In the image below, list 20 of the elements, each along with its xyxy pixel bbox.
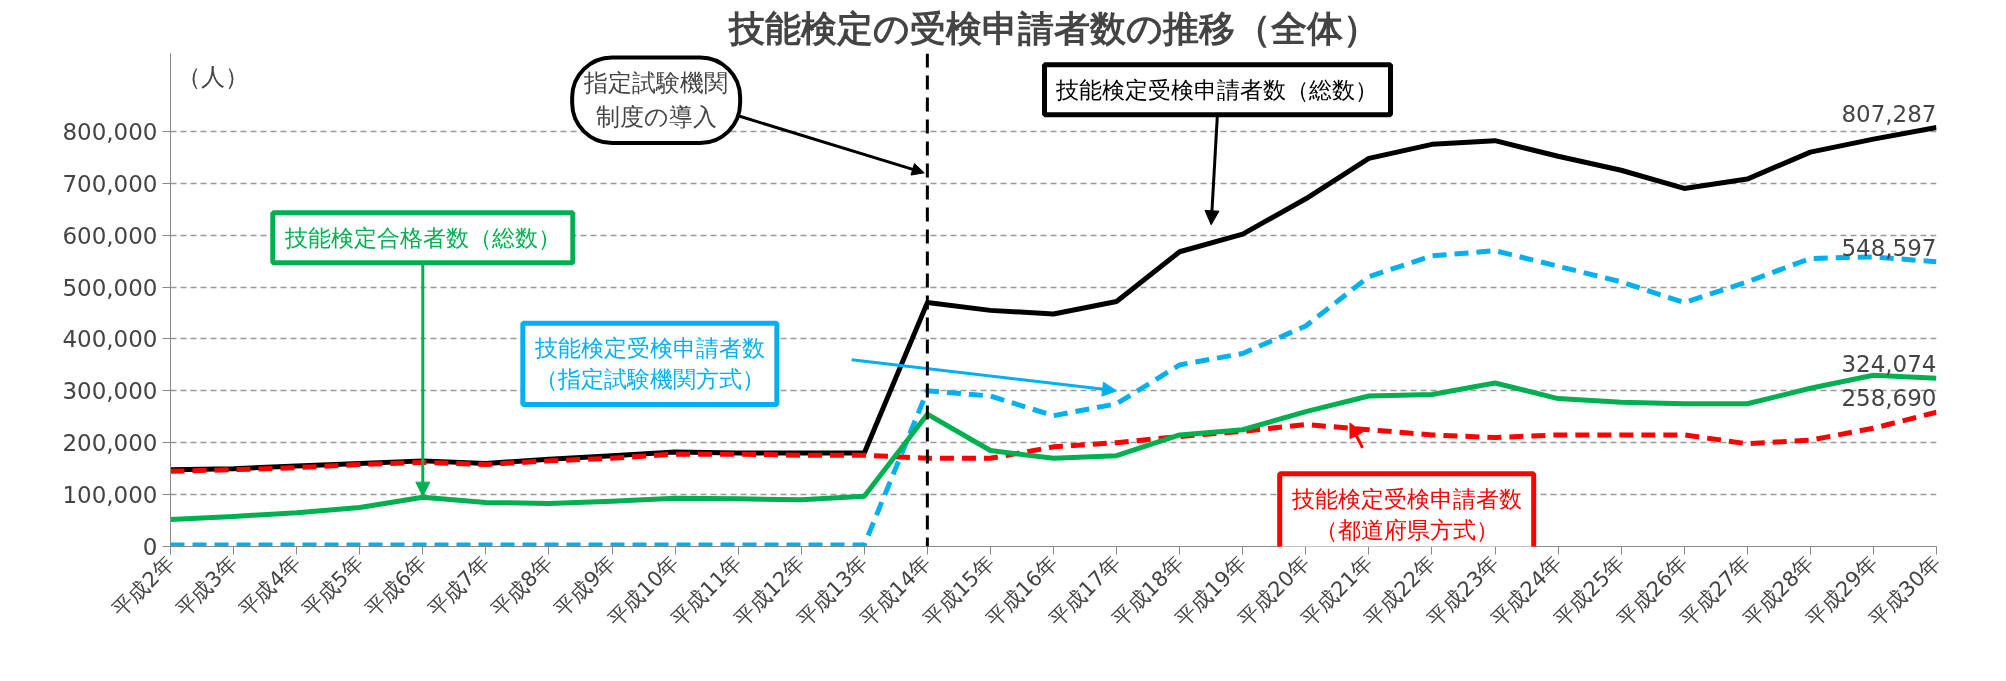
chart-title: 技能検定の受検申請者数の推移（全体） bbox=[726, 7, 1379, 49]
y-tick-label: 800,000 bbox=[62, 118, 158, 145]
data-label: 258,690 bbox=[1841, 385, 1937, 412]
text: 技能検定受検申請者数（指定試験機関方式） bbox=[533, 335, 765, 393]
text: 技能検定受検申請者数（総数） bbox=[1055, 76, 1379, 103]
y-tick-label: 0 bbox=[142, 534, 158, 560]
y-tick-label: 100,000 bbox=[62, 482, 158, 509]
y-tick-label: 200,000 bbox=[62, 430, 158, 457]
y-tick-label: 300,000 bbox=[62, 378, 158, 405]
y-tick-label: 400,000 bbox=[62, 326, 158, 353]
y-tick-label: 700,000 bbox=[62, 170, 158, 197]
ref-line-label: 指定試験機関制度の導入 bbox=[583, 69, 729, 132]
data-label: 548,597 bbox=[1841, 234, 1937, 261]
data-label: 324,074 bbox=[1841, 351, 1937, 378]
y-tick-label: 500,000 bbox=[62, 274, 158, 301]
y-axis-title: （人） bbox=[176, 63, 249, 92]
y-tick-label: 600,000 bbox=[62, 222, 158, 249]
text: 技能検定合格者数（総数） bbox=[283, 224, 561, 251]
data-label: 807,287 bbox=[1841, 100, 1937, 127]
text: 技能検定受検申請者数（都道府県方式） bbox=[1290, 485, 1522, 543]
